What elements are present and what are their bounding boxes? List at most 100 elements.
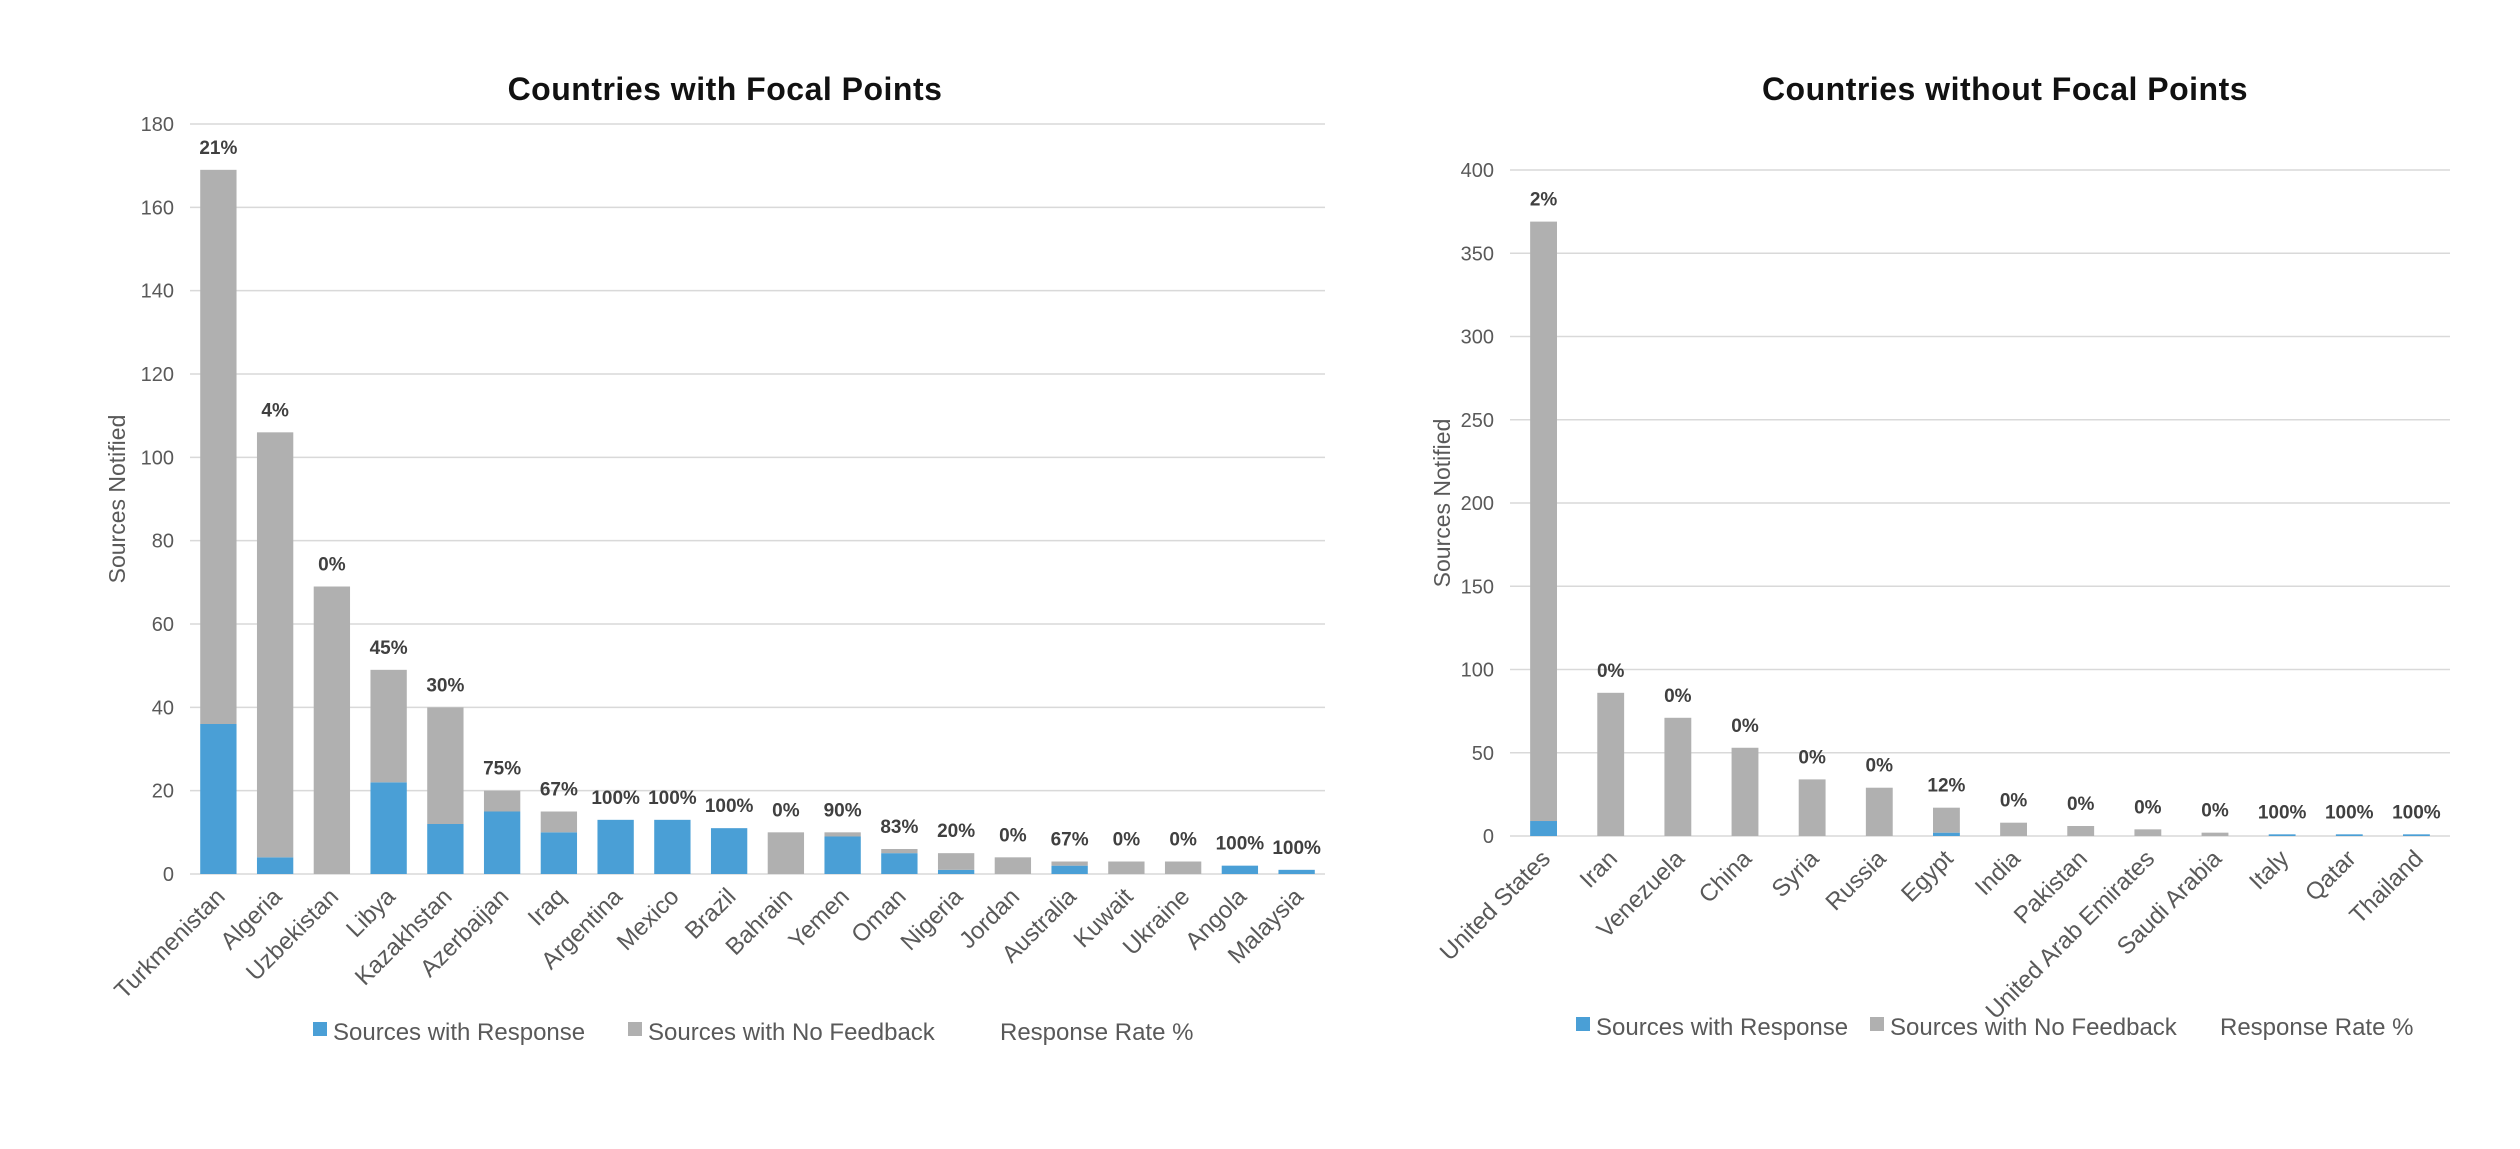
bar-response-algeria <box>256 857 294 874</box>
y-tick-label: 150 <box>1461 576 1494 598</box>
bar-no-feedback-yemen <box>824 832 861 837</box>
response-rate-label: 0% <box>318 555 346 576</box>
chart-with-focal-points: Countries with Focal Points Sources Notif… <box>104 71 1325 1046</box>
bar-no-feedback-pakistan <box>2067 826 2095 836</box>
bar-response-united-states <box>1530 821 1557 836</box>
response-rate-label: 0% <box>2000 791 2028 812</box>
bar-no-feedback-venezuela <box>1664 717 1692 836</box>
bar-response-australia <box>1051 865 1088 874</box>
legend-item-response-rate: Response Rate % <box>2220 1014 2413 1041</box>
response-rate-label: 0% <box>999 825 1027 846</box>
x-tick-label: Qatar <box>2300 845 2362 907</box>
bar-response-malaysia <box>1278 869 1315 874</box>
x-tick-label: India <box>1970 845 2026 901</box>
legend-item-sources-with-no-feedback: Sources with No Feedback <box>648 1019 936 1046</box>
bar-no-feedback-iran <box>1597 692 1625 836</box>
response-rate-label: 4% <box>261 400 289 421</box>
bar-no-feedback-nigeria <box>937 853 975 870</box>
x-tick-label: Yemen <box>784 883 855 954</box>
bar-response-turkmenistan <box>200 724 237 874</box>
x-tick-label: United States <box>1435 845 1556 966</box>
y-axis-label: Sources Notified <box>1429 419 1455 588</box>
x-tick-label: Egypt <box>1896 845 1959 908</box>
bar-no-feedback-turkmenistan <box>200 169 237 725</box>
y-tick-label: 400 <box>1461 160 1494 182</box>
response-rate-label: 100% <box>648 788 697 809</box>
chart-svg: Countries without Focal Points Sources No… <box>1429 71 2450 1041</box>
y-tick-label: 50 <box>1472 743 1494 765</box>
response-rate-label: 0% <box>1866 756 1894 777</box>
legend-item-sources-with-no-feedback: Sources with No Feedback <box>1890 1014 2178 1041</box>
y-tick-label: 140 <box>141 281 174 303</box>
bar-response-kazakhstan <box>427 824 464 874</box>
x-tick-label: Nigeria <box>896 883 969 956</box>
y-tick-label: 40 <box>152 697 174 719</box>
chart-svg: Countries with Focal Points Sources Notif… <box>104 71 1325 1046</box>
bar-no-feedback-united-states <box>1530 221 1557 822</box>
x-tick-label: China <box>1694 845 1758 909</box>
response-rate-label: 2% <box>1530 190 1558 211</box>
legend-item-sources-with-response: Sources with Response <box>1596 1014 1848 1041</box>
bar-no-feedback-bahrain <box>767 832 805 874</box>
chart-title: Countries without Focal Points <box>1762 71 2248 107</box>
x-tick-label: Iraq <box>523 883 571 931</box>
bar-no-feedback-jordan <box>994 857 1032 874</box>
response-rate-label: 83% <box>880 817 918 838</box>
bar-no-feedback-saudi-arabia <box>2201 832 2229 836</box>
response-rate-label: 0% <box>1113 830 1141 851</box>
bar-no-feedback-syria <box>1798 779 1826 836</box>
response-rate-label: 75% <box>483 759 521 780</box>
bar-response-iraq <box>540 832 578 874</box>
y-tick-label: 160 <box>141 197 174 219</box>
response-rate-label: 100% <box>2258 802 2307 823</box>
bar-response-egypt <box>1933 832 1960 836</box>
response-rate-label: 0% <box>2067 794 2095 815</box>
response-rate-label: 100% <box>591 788 640 809</box>
y-tick-label: 350 <box>1461 243 1494 265</box>
x-tick-label: Mexico <box>612 883 685 956</box>
bar-no-feedback-libya <box>370 669 407 783</box>
response-rate-label: 30% <box>426 675 464 696</box>
y-tick-label: 100 <box>141 447 174 469</box>
response-rate-label: 0% <box>1597 661 1625 682</box>
x-tick-label: Iran <box>1575 845 1623 893</box>
response-rate-label: 21% <box>199 138 237 159</box>
y-tick-label: 100 <box>1461 660 1494 682</box>
bar-response-mexico <box>654 819 691 874</box>
chart-title: Countries with Focal Points <box>508 71 943 107</box>
bar-no-feedback-russia <box>1865 787 1893 836</box>
response-rate-label: 67% <box>540 780 578 801</box>
y-tick-label: 300 <box>1461 327 1494 349</box>
response-rate-label: 100% <box>1216 834 1265 855</box>
response-rate-label: 90% <box>824 800 862 821</box>
bar-no-feedback-iraq <box>540 811 578 833</box>
response-rate-label: 20% <box>937 821 975 842</box>
bar-no-feedback-uzbekistan <box>313 586 351 874</box>
x-tick-label: Italy <box>2244 845 2294 895</box>
chart-without-focal-points: Countries without Focal Points Sources No… <box>1350 0 2520 1144</box>
bar-no-feedback-azerbaijan <box>483 790 521 812</box>
legend-swatch <box>628 1022 642 1036</box>
y-tick-label: 80 <box>152 531 174 553</box>
bar-response-oman <box>881 853 918 874</box>
bar-no-feedback-oman <box>881 849 918 854</box>
legend-swatch <box>1576 1017 1590 1031</box>
bar-response-libya <box>370 782 407 874</box>
x-tick-label: Russia <box>1821 845 1892 916</box>
response-rate-label: 0% <box>1664 686 1692 707</box>
response-rate-label: 100% <box>1272 838 1321 859</box>
bar-no-feedback-australia <box>1051 861 1088 866</box>
response-rate-label: 12% <box>1927 776 1965 797</box>
response-rate-label: 0% <box>1169 830 1197 851</box>
x-tick-label: Turkmenistan <box>109 883 230 1004</box>
legend-swatch <box>1870 1017 1884 1031</box>
y-tick-label: 250 <box>1461 410 1494 432</box>
y-tick-label: 180 <box>141 114 174 136</box>
response-rate-label: 0% <box>772 800 800 821</box>
bar-no-feedback-egypt <box>1933 807 1960 833</box>
legend-item-sources-with-response: Sources with Response <box>333 1019 585 1046</box>
response-rate-label: 45% <box>370 638 408 659</box>
legend-item-response-rate: Response Rate % <box>1000 1019 1193 1046</box>
y-axis-label: Sources Notified <box>104 415 130 584</box>
y-tick-label: 200 <box>1461 493 1494 515</box>
